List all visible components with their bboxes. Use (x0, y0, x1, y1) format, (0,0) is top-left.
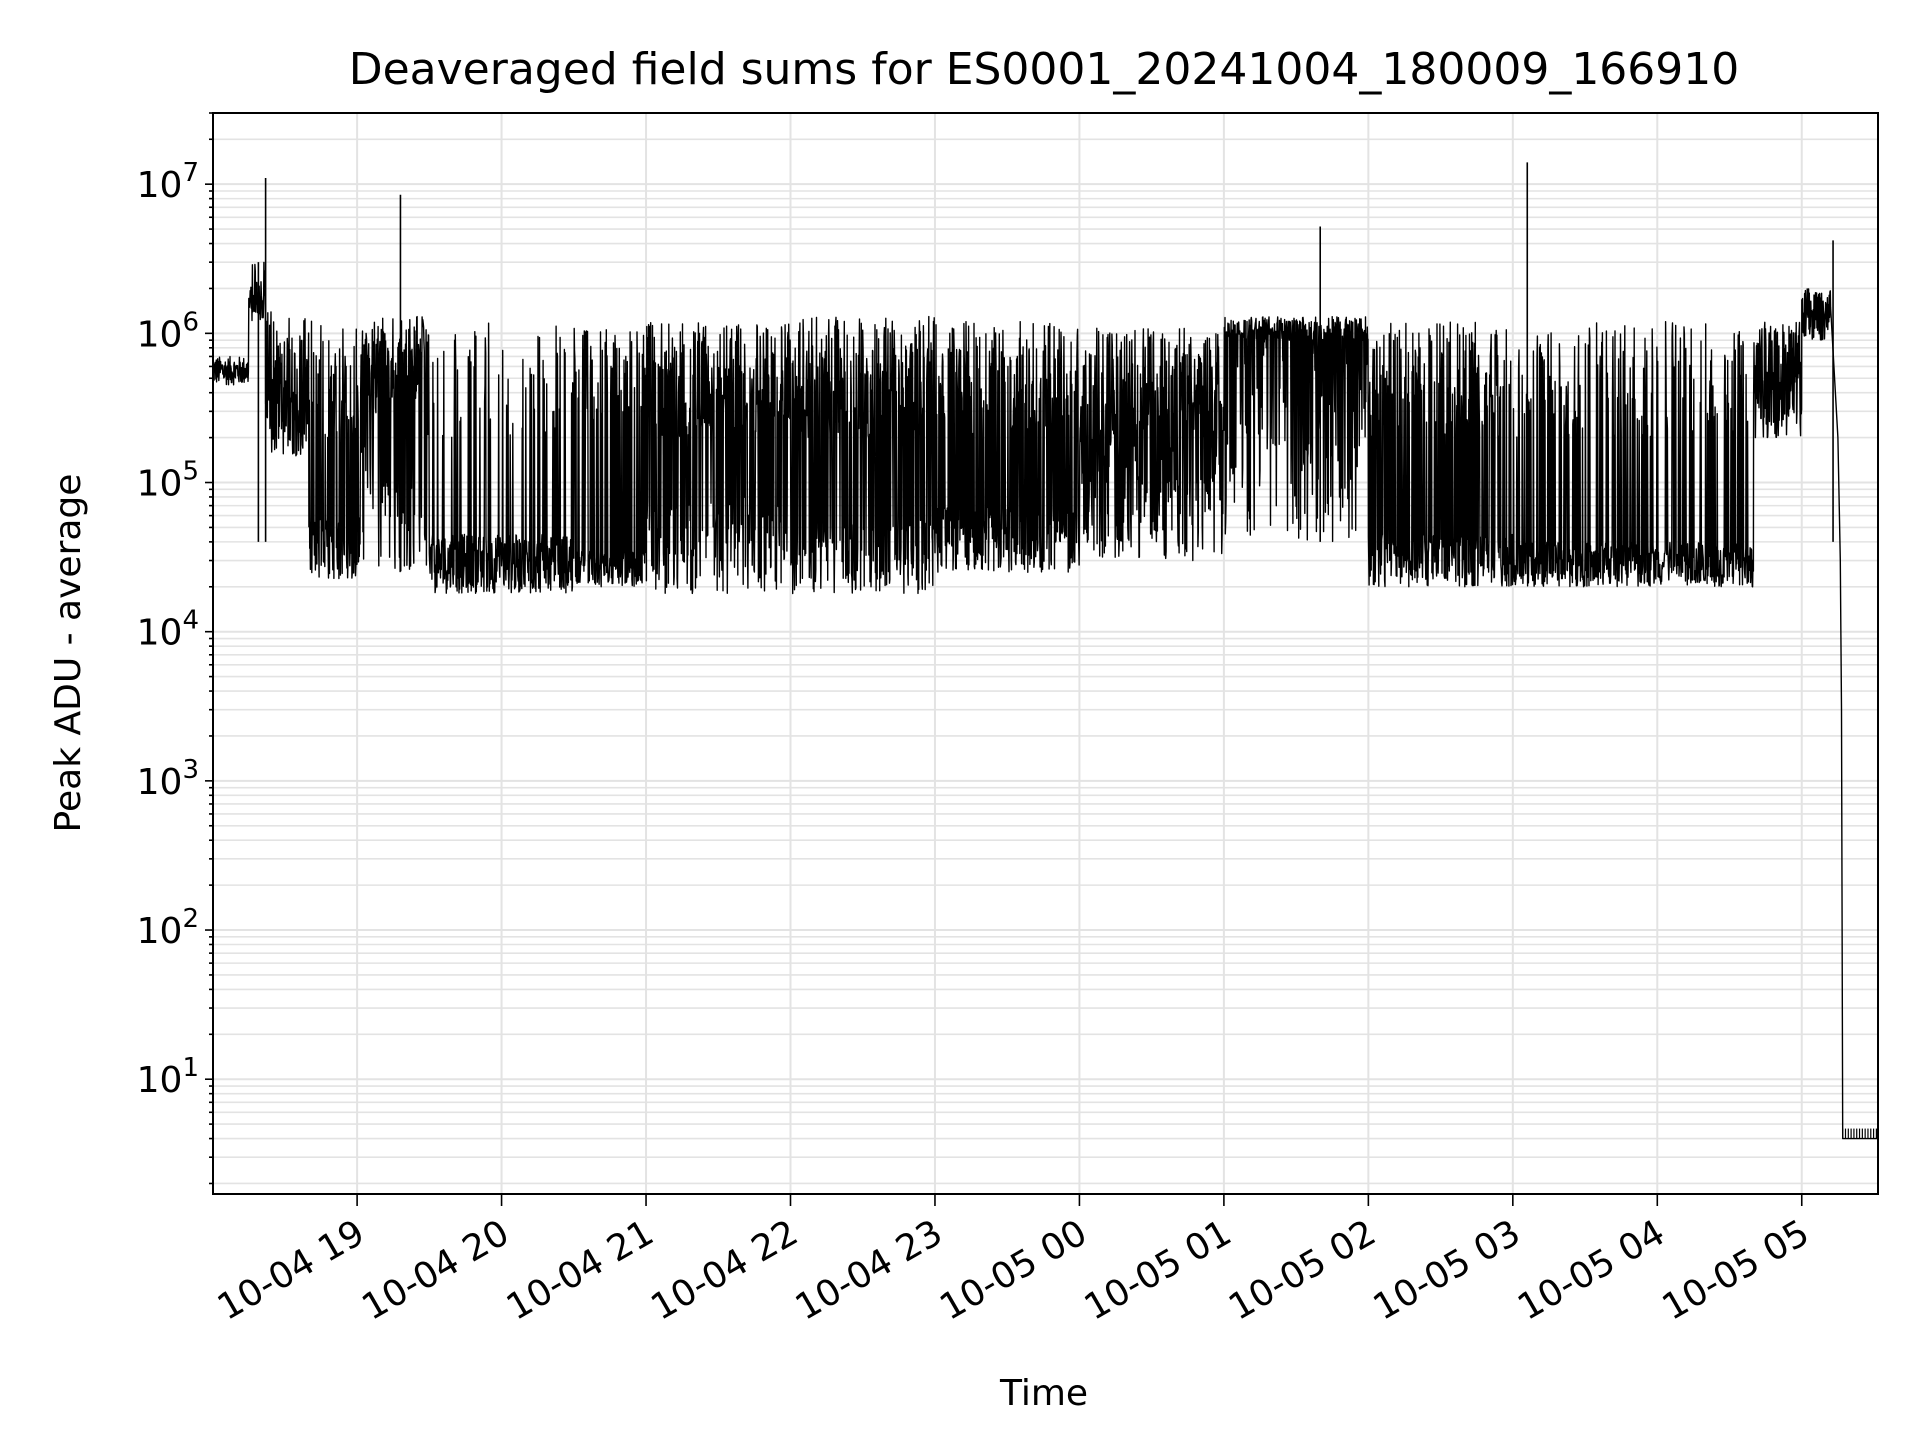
grid-lines (213, 112, 1878, 1194)
x-tick-label: 10-04 19 (211, 1212, 372, 1328)
x-tick-label: 10-05 01 (1078, 1212, 1239, 1328)
axes-frame (212, 112, 1879, 1195)
x-tick-label: 10-05 04 (1511, 1212, 1672, 1328)
y-tick-label: 102 (137, 904, 199, 952)
y-tick-label: 101 (137, 1053, 199, 1101)
y-tick-label: 106 (137, 307, 199, 355)
x-tick-label: 10-05 05 (1656, 1212, 1817, 1328)
x-tick-label: 10-05 00 (933, 1212, 1094, 1328)
x-axis-label: Time (999, 1373, 1088, 1414)
x-tick-label: 10-04 20 (355, 1212, 516, 1328)
x-tick-label: 10-05 03 (1367, 1212, 1528, 1328)
x-tick-label: 10-04 22 (644, 1212, 805, 1328)
y-tick-label: 105 (137, 457, 199, 505)
y-tick-label: 107 (137, 158, 199, 206)
plot-area (212, 162, 1878, 1140)
x-tick-label: 10-05 02 (1222, 1212, 1383, 1328)
x-tick-label: 10-04 23 (789, 1212, 950, 1328)
y-axis-label: Peak ADU - average (48, 474, 89, 833)
y-tick-label: 103 (137, 755, 199, 803)
y-tick-label: 104 (137, 606, 199, 654)
chart-title: Deaveraged field sums for ES0001_2024100… (349, 44, 1740, 95)
x-tick-label: 10-04 21 (500, 1212, 661, 1328)
y-axis: 101 102 103 104 105 106 107 (137, 112, 213, 1185)
series-line (212, 261, 1878, 1140)
